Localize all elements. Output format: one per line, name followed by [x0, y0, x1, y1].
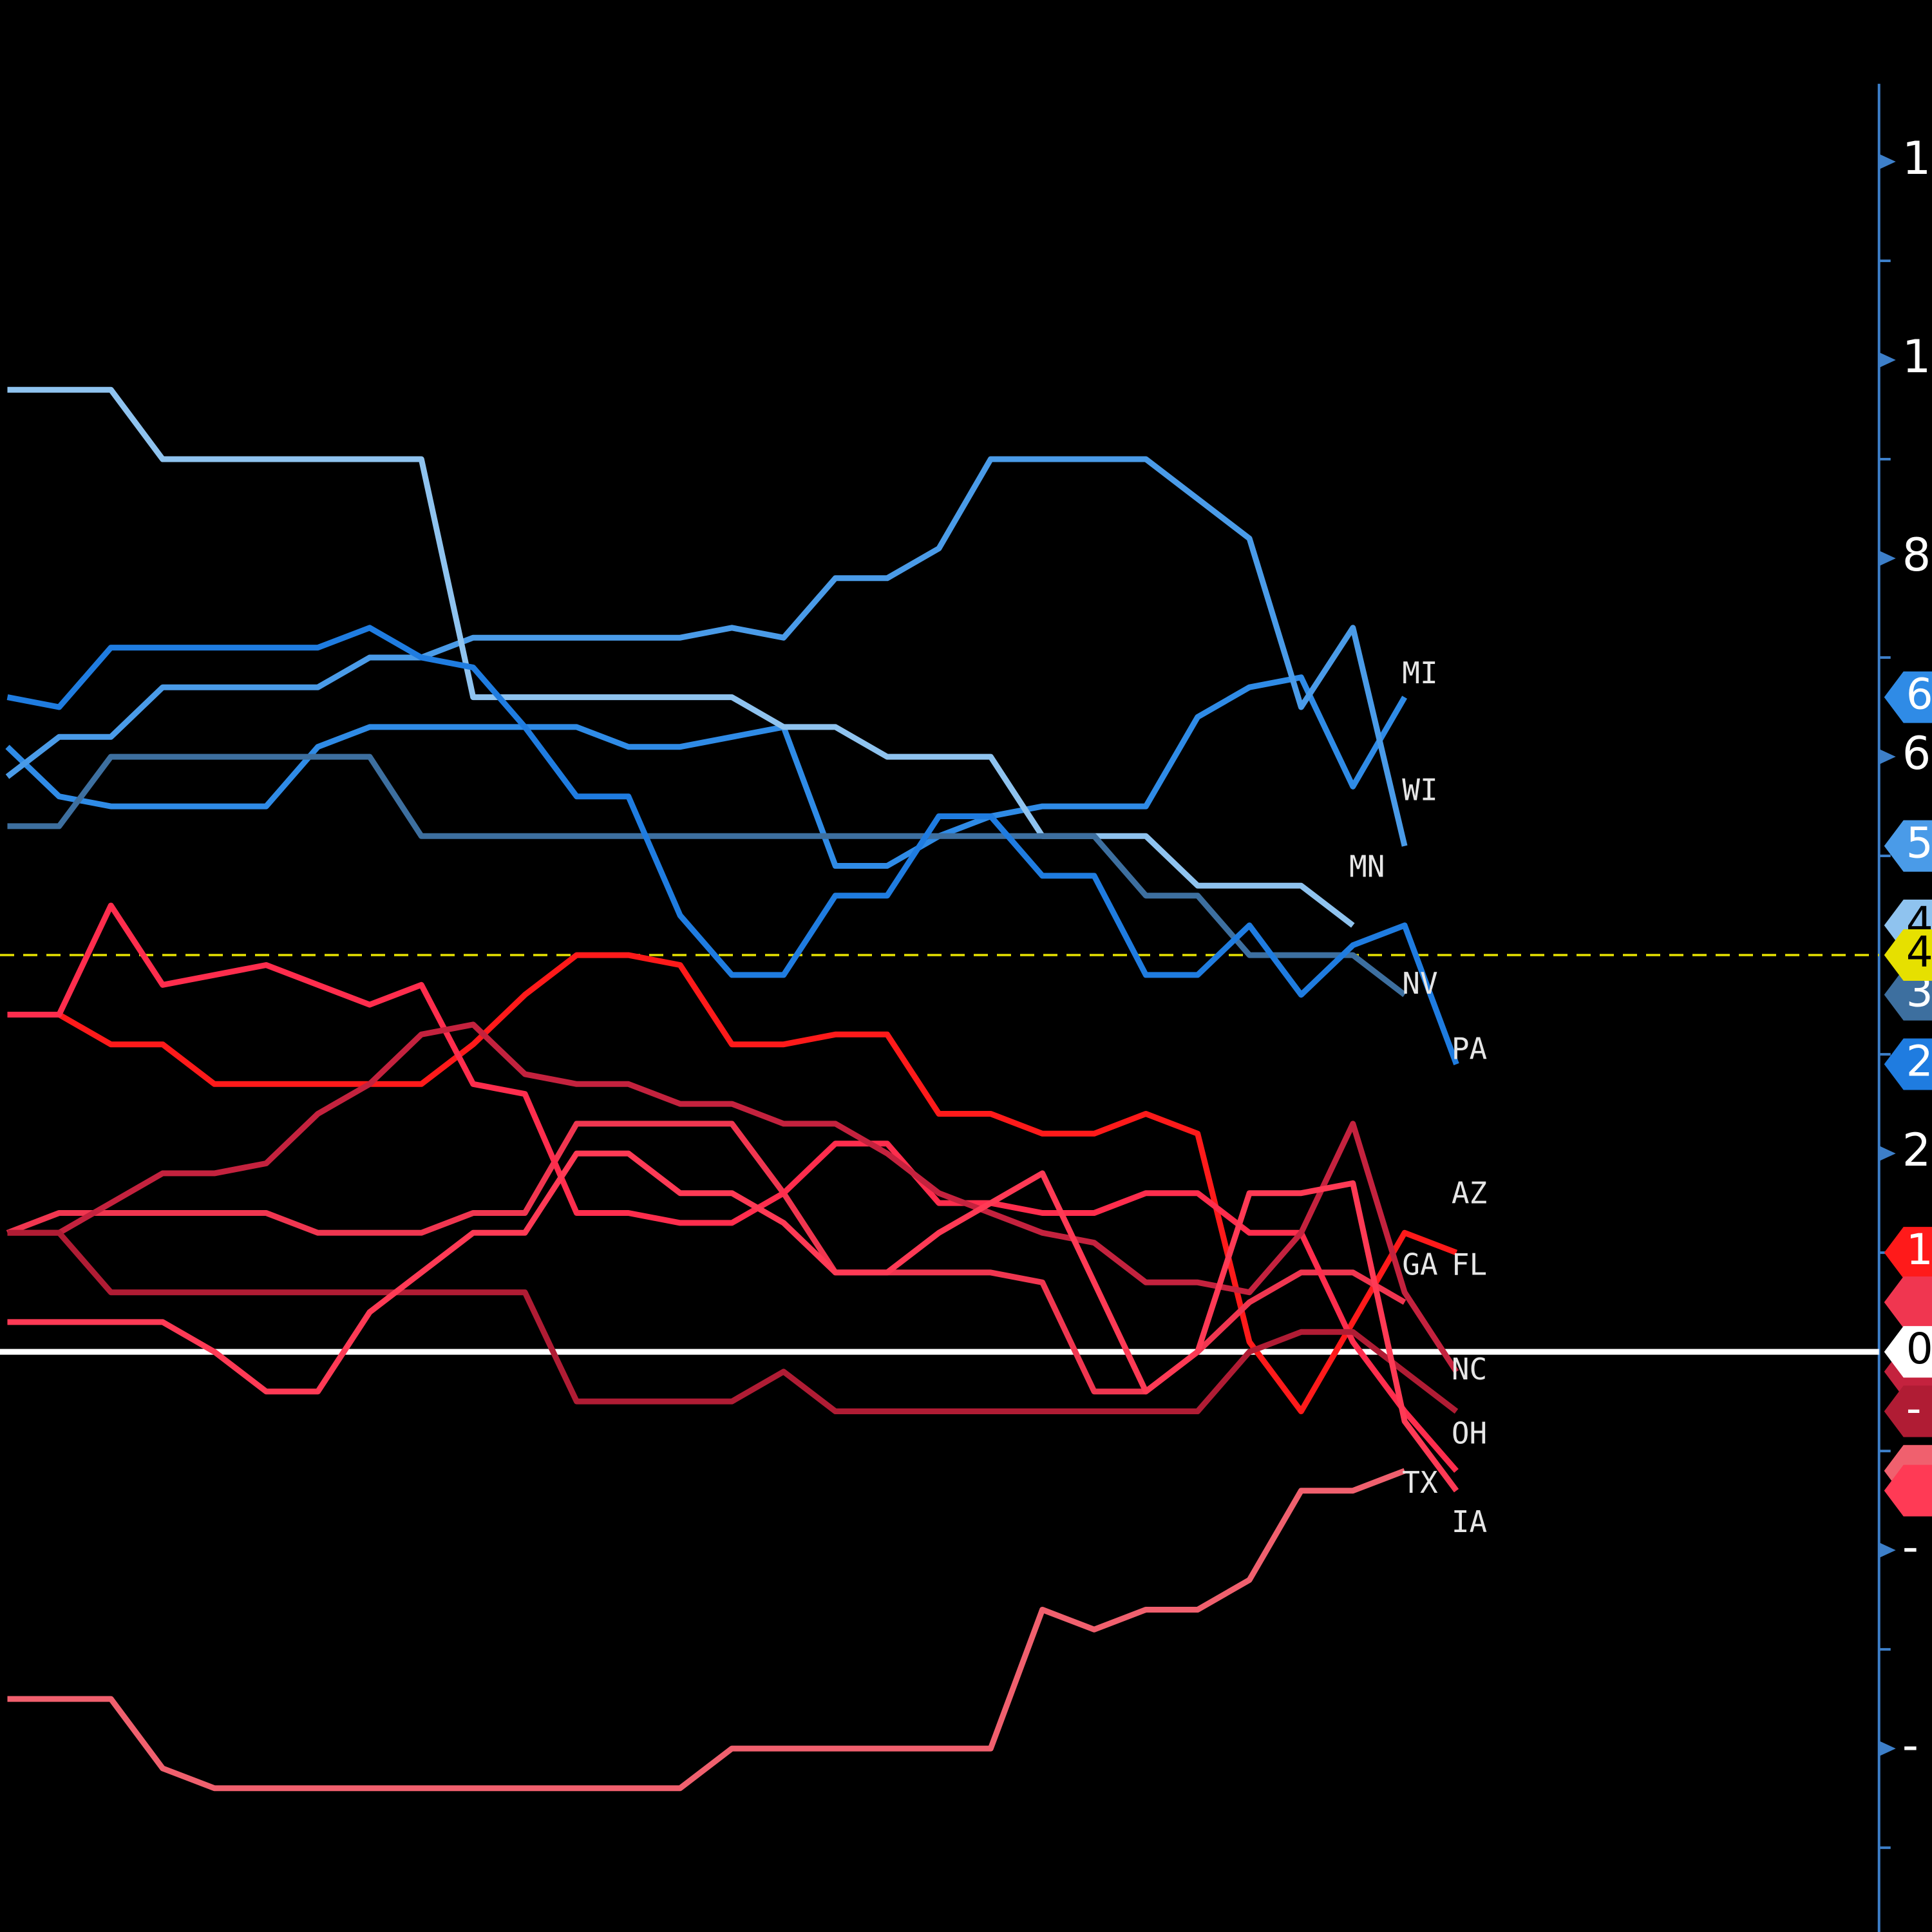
- y-tick-mark: [1879, 749, 1896, 765]
- value-tag: [1884, 820, 1932, 872]
- value-tag: [1884, 969, 1932, 1021]
- series-label: PA: [1452, 1032, 1487, 1066]
- y-tick-label: 6: [1902, 727, 1931, 780]
- value-tag-label: 6: [1906, 670, 1932, 719]
- y-tick-label: -: [1902, 1520, 1918, 1573]
- series-line: [6, 625, 1459, 1066]
- value-tag-label: -: [1906, 1384, 1922, 1434]
- value-tag: [1884, 1464, 1932, 1517]
- y-tick-label: -: [1902, 1719, 1918, 1772]
- y-tick-mark: [1879, 1741, 1896, 1757]
- reference-tag: [1884, 929, 1932, 981]
- series-line: [7, 902, 1459, 1473]
- reference-tag-label: 4: [1906, 927, 1932, 977]
- value-tag: [1884, 1038, 1932, 1090]
- value-tag-label: 2: [1906, 1037, 1932, 1086]
- series-label: FL: [1452, 1247, 1487, 1282]
- value-tag-label: 5: [1906, 819, 1932, 868]
- y-tick-mark: [1879, 352, 1896, 368]
- series-label: NC: [1452, 1352, 1487, 1387]
- series-label: AZ: [1452, 1175, 1487, 1210]
- series-label: TX: [1402, 1465, 1438, 1500]
- series-label: GA: [1402, 1247, 1437, 1282]
- series-label: MN: [1349, 849, 1385, 884]
- value-tag-label: 1: [1906, 1225, 1932, 1274]
- value-tag: [1884, 671, 1932, 723]
- series-line: [7, 753, 1406, 998]
- series-line: [7, 386, 1355, 928]
- y-tick-mark: [1879, 1542, 1896, 1558]
- series-label: NV: [1402, 966, 1437, 1001]
- reference-tag-label: 0: [1906, 1324, 1932, 1374]
- y-tick-label: 1: [1902, 132, 1931, 185]
- value-tag: [1884, 1227, 1932, 1279]
- series-label: OH: [1452, 1416, 1487, 1450]
- reference-tag: [1884, 1326, 1932, 1378]
- series-label: WI: [1402, 773, 1437, 808]
- series-line: [5, 456, 1408, 847]
- series-line: [7, 1021, 1459, 1374]
- y-tick-mark: [1879, 154, 1896, 170]
- series-label: MI: [1402, 656, 1437, 690]
- series-line: [7, 1150, 1459, 1493]
- y-tick-label: 2: [1902, 1124, 1931, 1177]
- series-line: [7, 1229, 1459, 1414]
- y-tick-mark: [1879, 1146, 1896, 1162]
- series-line: [7, 1468, 1406, 1792]
- value-tag: [1884, 1385, 1932, 1437]
- series-line: [5, 674, 1407, 869]
- y-tick-label: 1: [1902, 330, 1931, 383]
- value-tag: [1884, 1276, 1932, 1329]
- y-tick-label: 8: [1902, 529, 1931, 582]
- series-label: IA: [1452, 1504, 1487, 1539]
- y-tick-mark: [1879, 551, 1896, 567]
